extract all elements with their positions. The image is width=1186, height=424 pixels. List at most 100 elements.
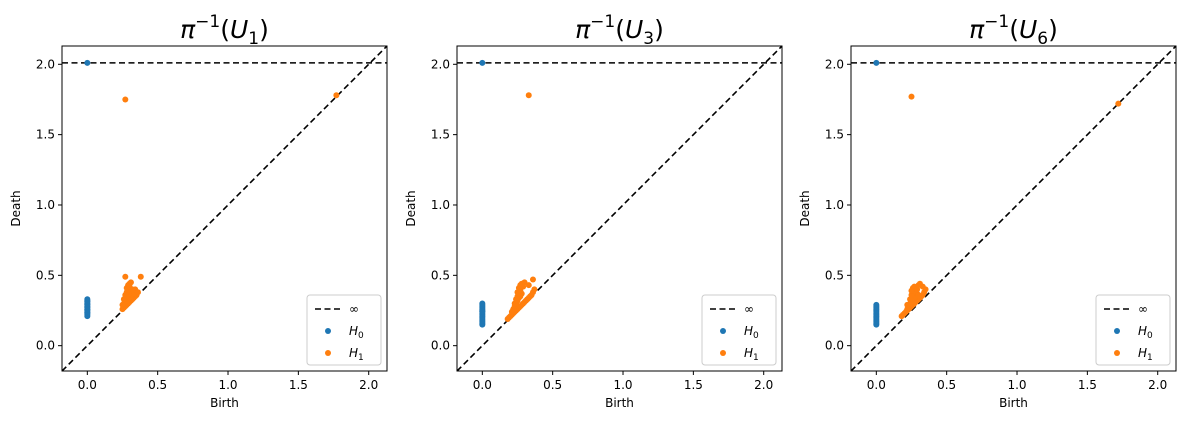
x-tick-label: 2.0 [754, 378, 773, 392]
h0-point [479, 308, 485, 314]
y-tick-label: 2.0 [36, 57, 55, 71]
y-tick-label: 2.0 [431, 57, 450, 71]
y-tick-label: 1.0 [431, 198, 450, 212]
y-tick-label: 2.0 [825, 57, 844, 71]
x-axis-label: Birth [605, 396, 634, 410]
y-tick-label: 1.0 [825, 198, 844, 212]
legend-infinity-label: ∞ [349, 302, 359, 316]
y-tick-label: 0.5 [431, 268, 450, 282]
legend-h0-sub: 0 [1147, 331, 1153, 341]
legend-h0-letter: H [1138, 324, 1147, 338]
title-base: π [575, 15, 591, 44]
h0-point [479, 60, 485, 66]
h1-point [908, 94, 914, 100]
h1-point [122, 96, 128, 102]
x-tick-label: 1.5 [289, 378, 308, 392]
h1-point [531, 286, 537, 292]
title-paren-close: ) [654, 15, 664, 44]
h1-point [526, 92, 532, 98]
h1-point [138, 274, 144, 280]
h1-point [135, 289, 141, 295]
panel-3: π−1(U6) 0.0 0.5 1.0 1.5 2.0 0.0 0.5 1.0 1.5 2.0 Bir… [798, 12, 1176, 410]
legend-h0-sub: 0 [358, 331, 364, 341]
x-axis-label: Birth [999, 396, 1028, 410]
panel-2: π−1(U3) 0.0 0.5 1.0 1.5 2.0 0.0 0.5 1.0 1.5 2.0 Bir… [404, 12, 782, 410]
x-tick-label: 1.0 [218, 378, 237, 392]
legend-h1-letter: H [744, 346, 753, 360]
title-sup: −1 [984, 12, 1009, 32]
x-tick-label: 1.5 [1078, 378, 1097, 392]
y-tick-label: 1.5 [825, 128, 844, 142]
y-tick-label: 1.5 [36, 128, 55, 142]
x-tick-label: 1.0 [613, 378, 632, 392]
legend-h0-letter: H [349, 324, 358, 338]
h1-point [1115, 101, 1121, 107]
legend-h1-swatch [325, 350, 331, 356]
chart-title: π−1(U6) [969, 12, 1058, 49]
h1-point [122, 292, 128, 298]
h1-point [904, 302, 910, 308]
title-paren-open: ( [220, 15, 230, 44]
title-arg: U [230, 15, 248, 44]
y-tick-label: 0.0 [431, 339, 450, 353]
legend-box [307, 295, 381, 365]
legend-infinity-label: ∞ [1138, 302, 1148, 316]
panel-1: π−1(U1) 0.0 0.5 1.0 1.5 2.0 0.0 0.5 1.0 1.5 2.0 Bir… [9, 12, 387, 410]
y-axis-label: Death [798, 190, 812, 226]
title-arg: U [625, 15, 643, 44]
h0-point [479, 300, 485, 306]
legend-h1-sub: 1 [1147, 353, 1153, 363]
h1-point [526, 282, 532, 288]
y-tick-label: 1.5 [431, 128, 450, 142]
title-paren-open: ( [1009, 15, 1019, 44]
title-base: π [969, 15, 985, 44]
legend-box [1096, 295, 1170, 365]
y-tick-label: 1.0 [36, 198, 55, 212]
y-tick-label: 0.5 [36, 268, 55, 282]
legend-h1-swatch [1114, 350, 1120, 356]
x-tick-label: 1.5 [684, 378, 703, 392]
h0-point [873, 60, 879, 66]
title-sup: −1 [195, 12, 220, 32]
title-paren-close: ) [1048, 15, 1058, 44]
legend-h0-swatch [325, 328, 331, 334]
x-tick-label: 0.0 [473, 378, 492, 392]
y-tick-label: 0.5 [825, 268, 844, 282]
h1-point [920, 284, 926, 290]
x-tick-label: 0.5 [543, 378, 562, 392]
h0-point [873, 302, 879, 308]
title-paren-close: ) [259, 15, 269, 44]
y-axis-label: Death [9, 190, 23, 226]
title-paren-open: ( [615, 15, 625, 44]
x-tick-label: 0.0 [78, 378, 97, 392]
chart-title: π−1(U1) [180, 12, 269, 49]
legend-h1-letter: H [1138, 346, 1147, 360]
title-base: π [180, 15, 196, 44]
legend-h0-swatch [720, 328, 726, 334]
legend-h1-swatch [720, 350, 726, 356]
y-tick-label: 0.0 [825, 339, 844, 353]
h1-point [119, 302, 125, 308]
title-arg: U [1019, 15, 1037, 44]
x-tick-label: 0.5 [148, 378, 167, 392]
x-tick-label: 1.0 [1007, 378, 1026, 392]
h1-point [908, 288, 914, 294]
x-tick-label: 2.0 [359, 378, 378, 392]
y-axis-label: Death [404, 190, 418, 226]
h1-point [333, 92, 339, 98]
chart-title: π−1(U3) [575, 12, 664, 49]
y-tick-label: 0.0 [36, 339, 55, 353]
x-tick-label: 2.0 [1148, 378, 1167, 392]
legend-box [702, 295, 776, 365]
x-axis-label: Birth [210, 396, 239, 410]
h1-point [122, 274, 128, 280]
h1-point [129, 286, 135, 292]
legend-h0-sub: 0 [753, 331, 759, 341]
h0-point [84, 60, 90, 66]
legend-h0-swatch [1114, 328, 1120, 334]
